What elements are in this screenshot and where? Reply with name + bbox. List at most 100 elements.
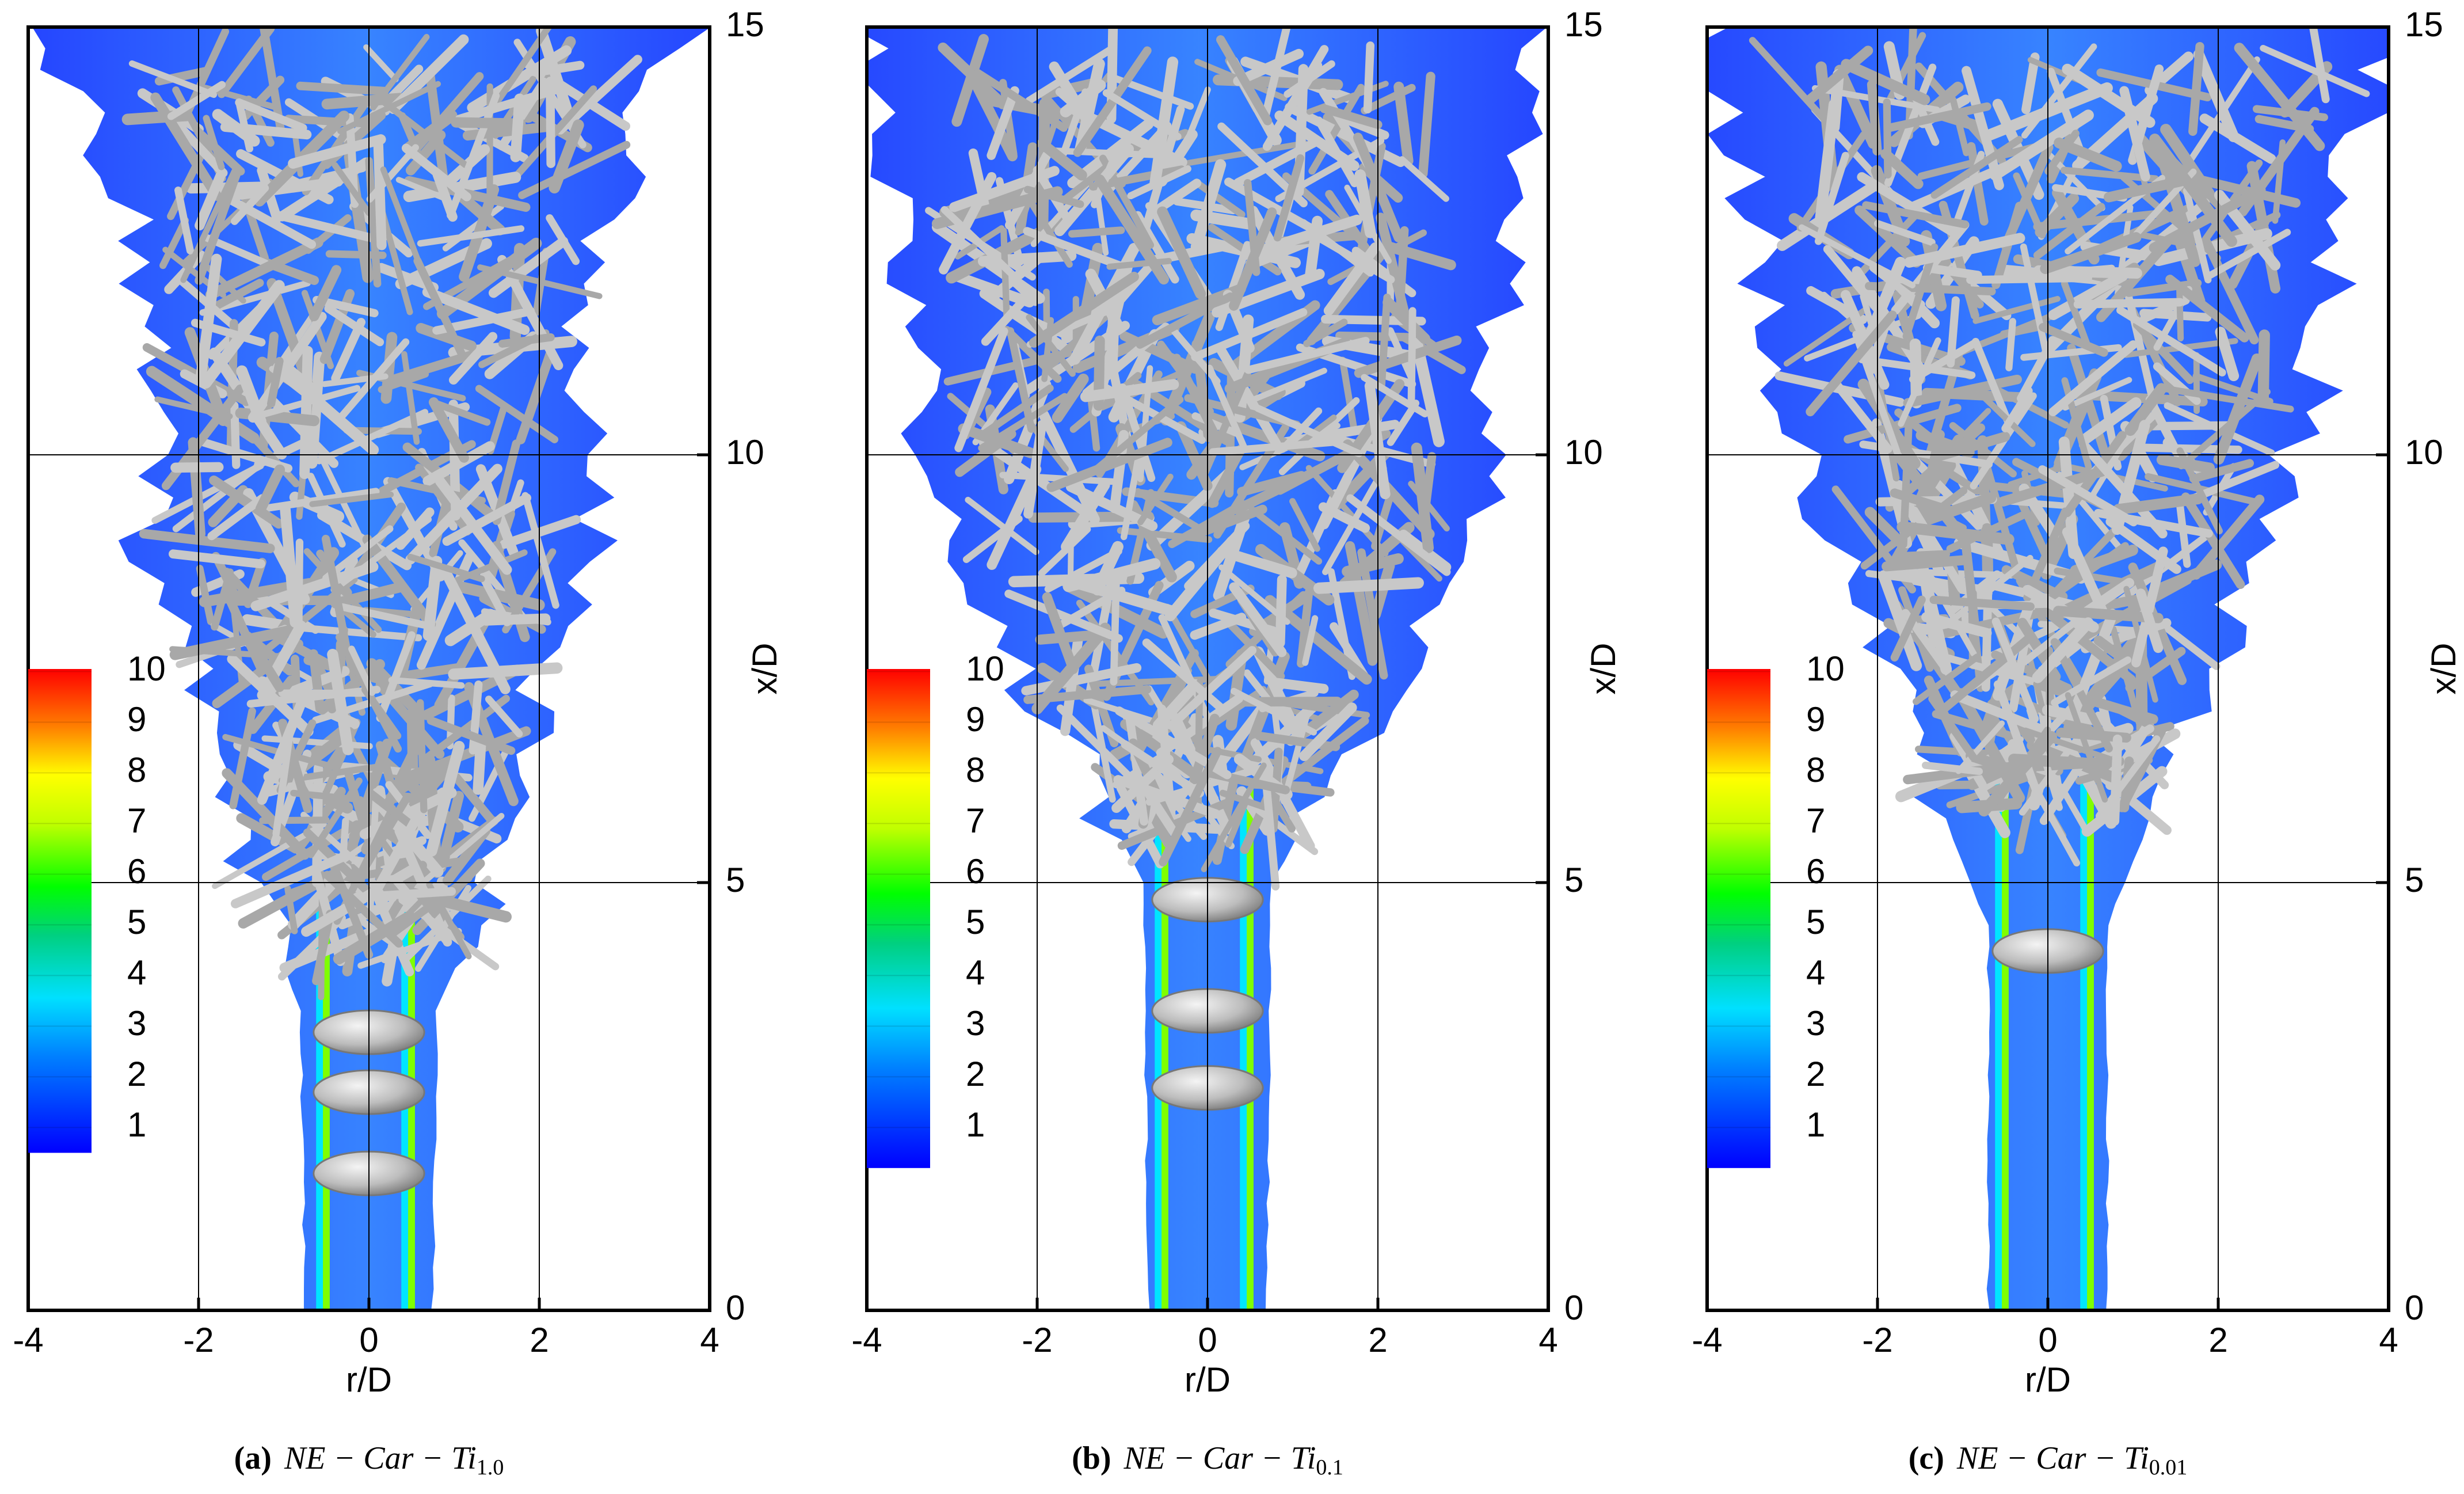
colorbar-label: 2	[1806, 1055, 1825, 1093]
vortex-tube	[1339, 336, 1407, 337]
colorbar-label: 8	[966, 751, 985, 789]
y-tick-label: 15	[2405, 5, 2443, 44]
x-axis-label: r/D	[2025, 1360, 2071, 1399]
caption: (a)NE − Car − Ti1.0	[234, 1440, 504, 1480]
colorbar-label: 4	[127, 953, 146, 992]
vortex-tube	[356, 891, 451, 897]
y-tick-label: 10	[1564, 433, 1603, 472]
colorbar-label: 1	[966, 1105, 985, 1144]
vortex-tube	[193, 443, 200, 534]
x-axis-label: r/D	[1185, 1360, 1231, 1399]
colorbar-label: 3	[966, 1004, 985, 1043]
colorbar-label: 9	[966, 700, 985, 739]
x-tick-label: 0	[2038, 1321, 2057, 1359]
caption-text: NE − Car − Ti	[1124, 1440, 1316, 1476]
vortex-tube	[1887, 560, 1964, 567]
vortex-tube	[1040, 634, 1106, 640]
colorbar-label: 6	[1806, 852, 1825, 891]
colorbar-label: 1	[127, 1105, 146, 1144]
x-tick-label: 0	[1198, 1321, 1217, 1359]
y-tick-label: 5	[2405, 861, 2424, 899]
x-tick-label: 2	[1368, 1321, 1387, 1359]
x-tick-label: 0	[359, 1321, 378, 1359]
colorbar-label: 1	[1806, 1105, 1825, 1144]
caption-label: (b)	[1072, 1440, 1111, 1476]
x-tick-label: -2	[1022, 1321, 1052, 1359]
x-tick-label: 2	[530, 1321, 549, 1359]
vortex-tube	[1368, 45, 1370, 109]
colorbar-label: 7	[1806, 801, 1825, 840]
vortex-tube	[486, 618, 546, 621]
y-tick-label: 15	[726, 5, 764, 44]
caption-label: (a)	[234, 1440, 272, 1476]
x-tick-label: -4	[13, 1321, 43, 1359]
x-tick-label: 4	[1538, 1321, 1557, 1359]
x-tick-label: -2	[183, 1321, 214, 1359]
colorbar-label: 3	[127, 1004, 146, 1043]
vortex-tube	[478, 740, 481, 789]
colorbar	[867, 669, 930, 1168]
vortex-tube	[2009, 321, 2012, 367]
colorbar-label: 9	[127, 700, 146, 739]
x-tick-label: -4	[851, 1321, 882, 1359]
colorbar-label: 10	[1806, 649, 1845, 688]
colorbar-label: 8	[127, 751, 146, 789]
colorbar-label: 10	[127, 649, 166, 688]
caption-text: NE − Car − Ti	[1956, 1440, 2149, 1476]
colorbar-label: 5	[966, 903, 985, 941]
x-tick-label: -4	[1692, 1321, 1722, 1359]
plot-area	[850, 2, 1547, 1310]
x-tick-label: 4	[700, 1321, 719, 1359]
colorbar-label: 7	[966, 801, 985, 840]
vortex-tube	[456, 123, 520, 124]
caption-subscript: 0.01	[2149, 1455, 2188, 1480]
y-tick-label: 10	[2405, 433, 2443, 472]
y-tick-label: 15	[1564, 5, 1603, 44]
vortex-tube	[1114, 582, 1116, 682]
shear-layer-core	[2087, 771, 2094, 1310]
vortex-tube	[2078, 302, 2180, 305]
caption: (b) NE − Car − Ti0.1	[1072, 1440, 1343, 1480]
colorbar-label: 7	[127, 801, 146, 840]
y-axis-label: x/D	[1584, 643, 1623, 695]
colorbar-label: 9	[1806, 700, 1825, 739]
colorbar-label: 10	[966, 649, 1004, 688]
x-tick-label: 4	[2379, 1321, 2398, 1359]
y-tick-label: 0	[726, 1288, 745, 1327]
vortex-tube	[1899, 554, 1946, 557]
vortex-tube	[1112, 307, 1114, 368]
x-tick-label: -2	[1862, 1321, 1892, 1359]
y-tick-label: 5	[726, 861, 745, 899]
colorbar-label: 4	[1806, 953, 1825, 992]
colorbar	[1707, 669, 1770, 1168]
vortex-tube	[1053, 151, 1160, 155]
colorbar-label: 8	[1806, 751, 1825, 789]
y-axis-label: x/D	[745, 643, 784, 695]
colorbar-label: 6	[966, 852, 985, 891]
colorbar-label: 5	[1806, 903, 1825, 941]
colorbar-label: 4	[966, 953, 985, 992]
vortex-tube	[1280, 580, 1282, 643]
colorbar-label: 6	[127, 852, 146, 891]
vortex-tube	[1004, 231, 1007, 319]
vortex-tube	[1319, 583, 1418, 588]
vortex-tube	[1072, 230, 1121, 234]
x-tick-label: 2	[2208, 1321, 2227, 1359]
caption-subscript: 0.1	[1316, 1455, 1343, 1480]
y-tick-label: 10	[726, 433, 764, 472]
vortex-tube	[516, 99, 520, 157]
shear-layer-core	[2002, 771, 2009, 1310]
vortex-tube	[420, 703, 424, 810]
y-tick-label: 0	[2405, 1288, 2424, 1327]
vortex-tube	[1872, 85, 1877, 151]
vortex-tube	[454, 668, 557, 674]
shear-layer-core	[1247, 789, 1254, 1310]
caption-label: (c)	[1909, 1440, 1944, 1476]
vortex-tube	[1272, 682, 1324, 689]
caption: (c) NE − Car − Ti0.01	[1909, 1440, 2188, 1480]
x-axis-label: r/D	[346, 1360, 392, 1399]
plot-area	[1688, 24, 2410, 1310]
colorbar-label: 2	[127, 1055, 146, 1093]
vortex-tube	[1411, 311, 1412, 399]
